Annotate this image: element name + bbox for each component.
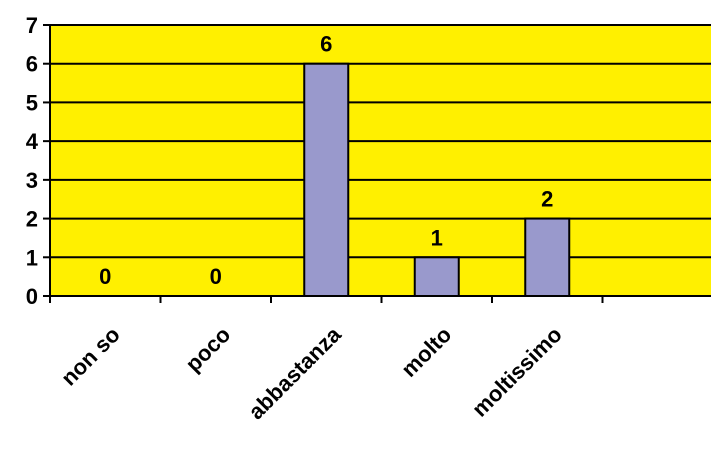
bars bbox=[303, 62, 571, 298]
x-tick-label: moltissimo bbox=[467, 322, 567, 422]
y-tick-label: 4 bbox=[26, 129, 39, 154]
x-tick-label: abbastanza bbox=[243, 321, 346, 424]
gridlines bbox=[50, 24, 711, 297]
y-tick-label: 5 bbox=[26, 90, 38, 115]
data-label: 1 bbox=[431, 225, 443, 250]
x-tick-label: poco bbox=[180, 322, 235, 377]
bar bbox=[413, 256, 460, 297]
y-tick-label: 0 bbox=[26, 284, 38, 309]
data-label: 6 bbox=[320, 32, 332, 57]
x-tick-labels: non so poco abbastanza molto moltissimo bbox=[56, 321, 567, 424]
y-tick-label: 6 bbox=[26, 52, 38, 77]
y-tick-label: 2 bbox=[26, 207, 38, 232]
y-tick-label: 7 bbox=[26, 13, 38, 38]
plot-area bbox=[50, 25, 711, 296]
axes bbox=[43, 24, 711, 303]
data-label: 0 bbox=[210, 264, 222, 289]
y-tick-label: 3 bbox=[26, 168, 38, 193]
bar bbox=[524, 217, 571, 297]
y-tick-label: 1 bbox=[26, 245, 38, 270]
x-tick-label: molto bbox=[396, 322, 456, 382]
bar bbox=[303, 62, 350, 298]
data-label: 2 bbox=[541, 187, 553, 212]
data-label: 0 bbox=[99, 264, 111, 289]
y-tick-labels: 0 1 2 3 4 5 6 7 bbox=[26, 13, 39, 309]
x-tick-label: non so bbox=[56, 322, 125, 391]
